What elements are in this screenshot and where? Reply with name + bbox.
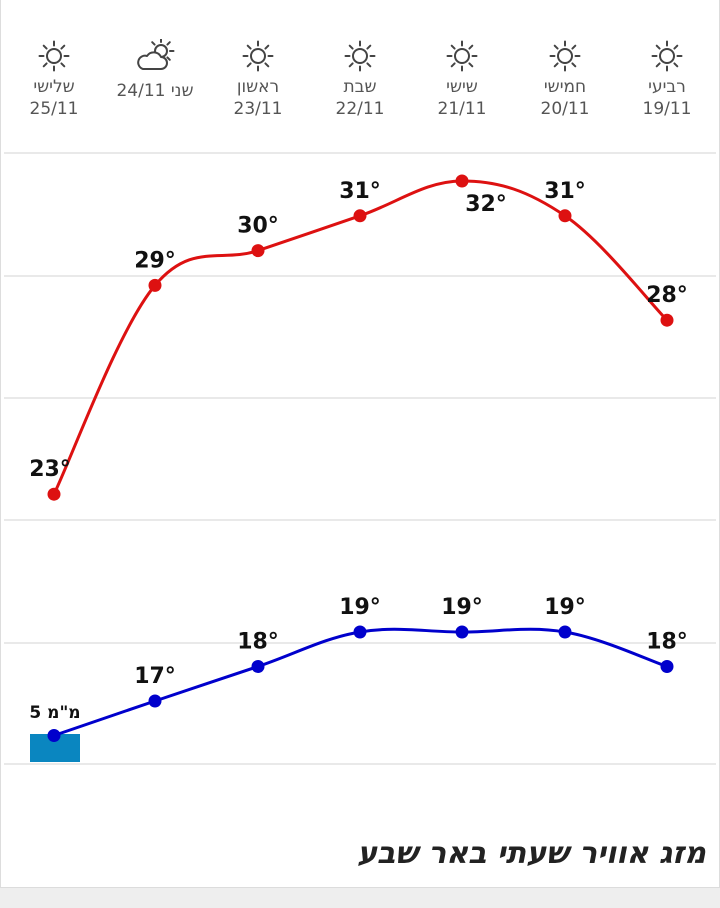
min-temp-point (47, 729, 61, 742)
day-column: 24/11 שני (103, 36, 207, 102)
min-temp-label: 18° (237, 630, 279, 655)
day-name: שני (170, 81, 194, 101)
sun-icon (513, 36, 617, 76)
day-date: 22/11 (335, 99, 385, 119)
max-temp-point (558, 209, 572, 223)
frame-left-border (0, 0, 1, 908)
sun-icon (308, 36, 412, 76)
min-temp-label: 18° (646, 630, 688, 655)
day-column: שלישי 25/11 (2, 36, 106, 120)
min-temp-label: 19° (544, 595, 586, 620)
max-temp-label: 32° (465, 192, 507, 217)
max-temp-point (353, 209, 367, 223)
min-temp-point (353, 625, 367, 639)
day-name: ראשון (236, 77, 280, 97)
min-temp-point (660, 660, 674, 673)
max-temp-point (251, 244, 265, 258)
day-column: שישי 21/11 (410, 36, 514, 120)
min-temp-point (558, 625, 572, 639)
min-temp-label: 19° (339, 595, 381, 620)
min-temp-point (148, 694, 162, 708)
forecast-days-row: רביעי 19/11 חמישי 20/11 שישי 21/11 שבת 22/11 ראש… (0, 36, 720, 136)
max-temp-label: 30° (237, 214, 279, 239)
min-temp-label: 17° (134, 664, 176, 689)
min-temp-point (455, 625, 469, 639)
max-temp-point (47, 487, 61, 501)
day-date: 19/11 (642, 99, 692, 119)
bottom-bar (0, 887, 720, 908)
min-temp-label: 19° (441, 595, 483, 620)
day-date: 25/11 (29, 99, 79, 119)
day-name: חמישי (543, 77, 587, 97)
max-temp-point (148, 278, 162, 292)
precipitation-label: 5 מ"מ (29, 703, 80, 723)
day-name: שישי (446, 77, 478, 97)
day-column: ראשון 23/11 (206, 36, 310, 120)
day-column: רביעי 19/11 (615, 36, 719, 120)
max-temp-point (660, 313, 674, 327)
day-date: 24/11 (116, 81, 166, 101)
sun-icon (206, 36, 310, 76)
sun-icon (410, 36, 514, 76)
max-temp-label: 31° (544, 179, 586, 204)
partly-cloudy-icon (103, 36, 207, 76)
max-temp-label: 28° (646, 283, 688, 308)
day-name: רביעי (648, 77, 686, 97)
temperature-chart: 5 מ"מ 28° 31° 32° 31° 30° 29° 23° 18° 19° 19° 19° 18… (4, 152, 716, 765)
max-temp-label: 31° (339, 179, 381, 204)
page-title: מזג אוויר שעתי באר שבע (357, 836, 706, 871)
sun-icon (2, 36, 106, 76)
sun-icon (615, 36, 719, 76)
max-temp-line (52, 179, 669, 495)
day-date: 21/11 (437, 99, 487, 119)
day-column: שבת 22/11 (308, 36, 412, 120)
day-name: שלישי (33, 77, 75, 97)
max-temp-label: 23° (29, 457, 71, 482)
min-temp-point (251, 660, 265, 673)
day-date: 20/11 (540, 99, 590, 119)
max-temp-point (455, 174, 469, 188)
day-date: 23/11 (233, 99, 283, 119)
max-temp-label: 29° (134, 248, 176, 273)
day-column: חמישי 20/11 (513, 36, 617, 120)
day-name: שבת (343, 77, 377, 97)
